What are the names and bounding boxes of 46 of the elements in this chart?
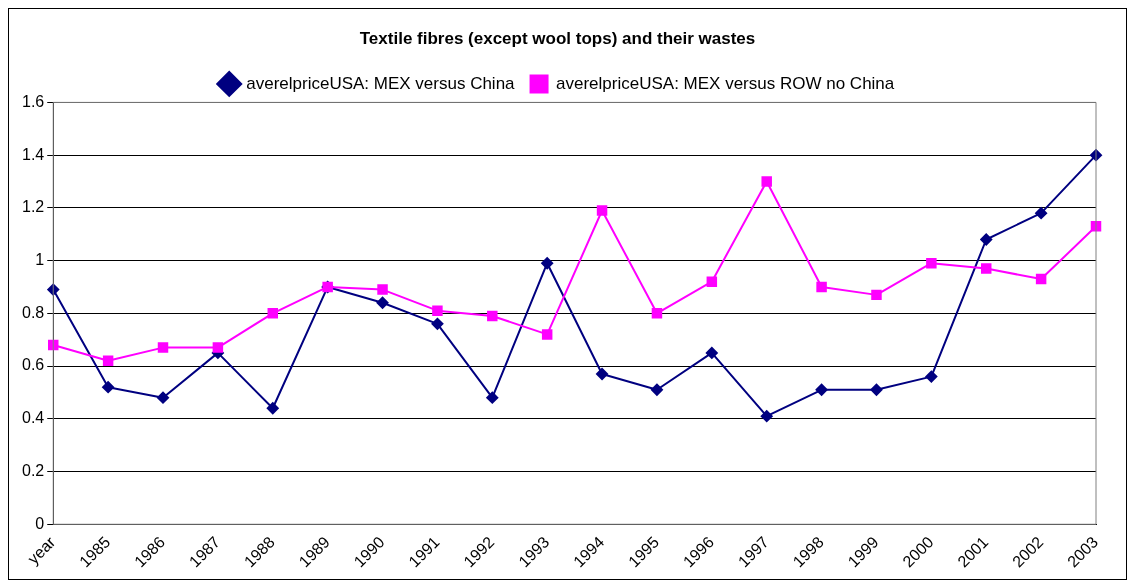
y-tick-label: 1.2 (21, 198, 45, 216)
y-tick-label: 0 (35, 514, 45, 532)
point (376, 296, 389, 309)
point (816, 281, 827, 293)
point (102, 355, 114, 367)
y-tick-label: 0.4 (21, 409, 45, 427)
y-tick-label: 0.2 (21, 461, 45, 479)
point (706, 276, 718, 287)
point (925, 370, 938, 383)
point (157, 391, 170, 404)
point (102, 381, 115, 394)
point (596, 367, 609, 380)
point (431, 317, 444, 330)
point (47, 283, 60, 296)
y-tick-label: 1.4 (21, 145, 45, 163)
point (870, 383, 883, 396)
y-tick-label: 0.6 (21, 356, 45, 374)
point (815, 383, 828, 396)
point (486, 391, 499, 404)
point (157, 342, 169, 353)
chart-title: Textile fibres (except wool tops) and their wastes (359, 28, 756, 48)
y-tick-label: 1 (35, 251, 45, 268)
point (266, 402, 279, 415)
y-tick-label: 1.6 (21, 92, 45, 110)
y-tick-label: 0.8 (21, 303, 45, 321)
point (1035, 273, 1047, 285)
point (487, 310, 498, 322)
point (761, 176, 772, 187)
point (926, 257, 937, 269)
point (212, 342, 224, 353)
point (980, 233, 993, 246)
point (1035, 207, 1048, 220)
point (596, 205, 608, 216)
point (432, 305, 443, 316)
point (267, 308, 279, 319)
point (377, 284, 388, 295)
point (541, 257, 554, 270)
point (541, 329, 553, 340)
point (651, 308, 663, 319)
point (705, 346, 718, 359)
point (760, 410, 773, 423)
point (650, 383, 663, 396)
legend-label: averelpriceUSA: MEX versus China (246, 73, 516, 93)
legend-label: averelpriceUSA: MEX versus ROW no China (556, 73, 895, 93)
point (871, 289, 882, 301)
point (980, 263, 992, 274)
